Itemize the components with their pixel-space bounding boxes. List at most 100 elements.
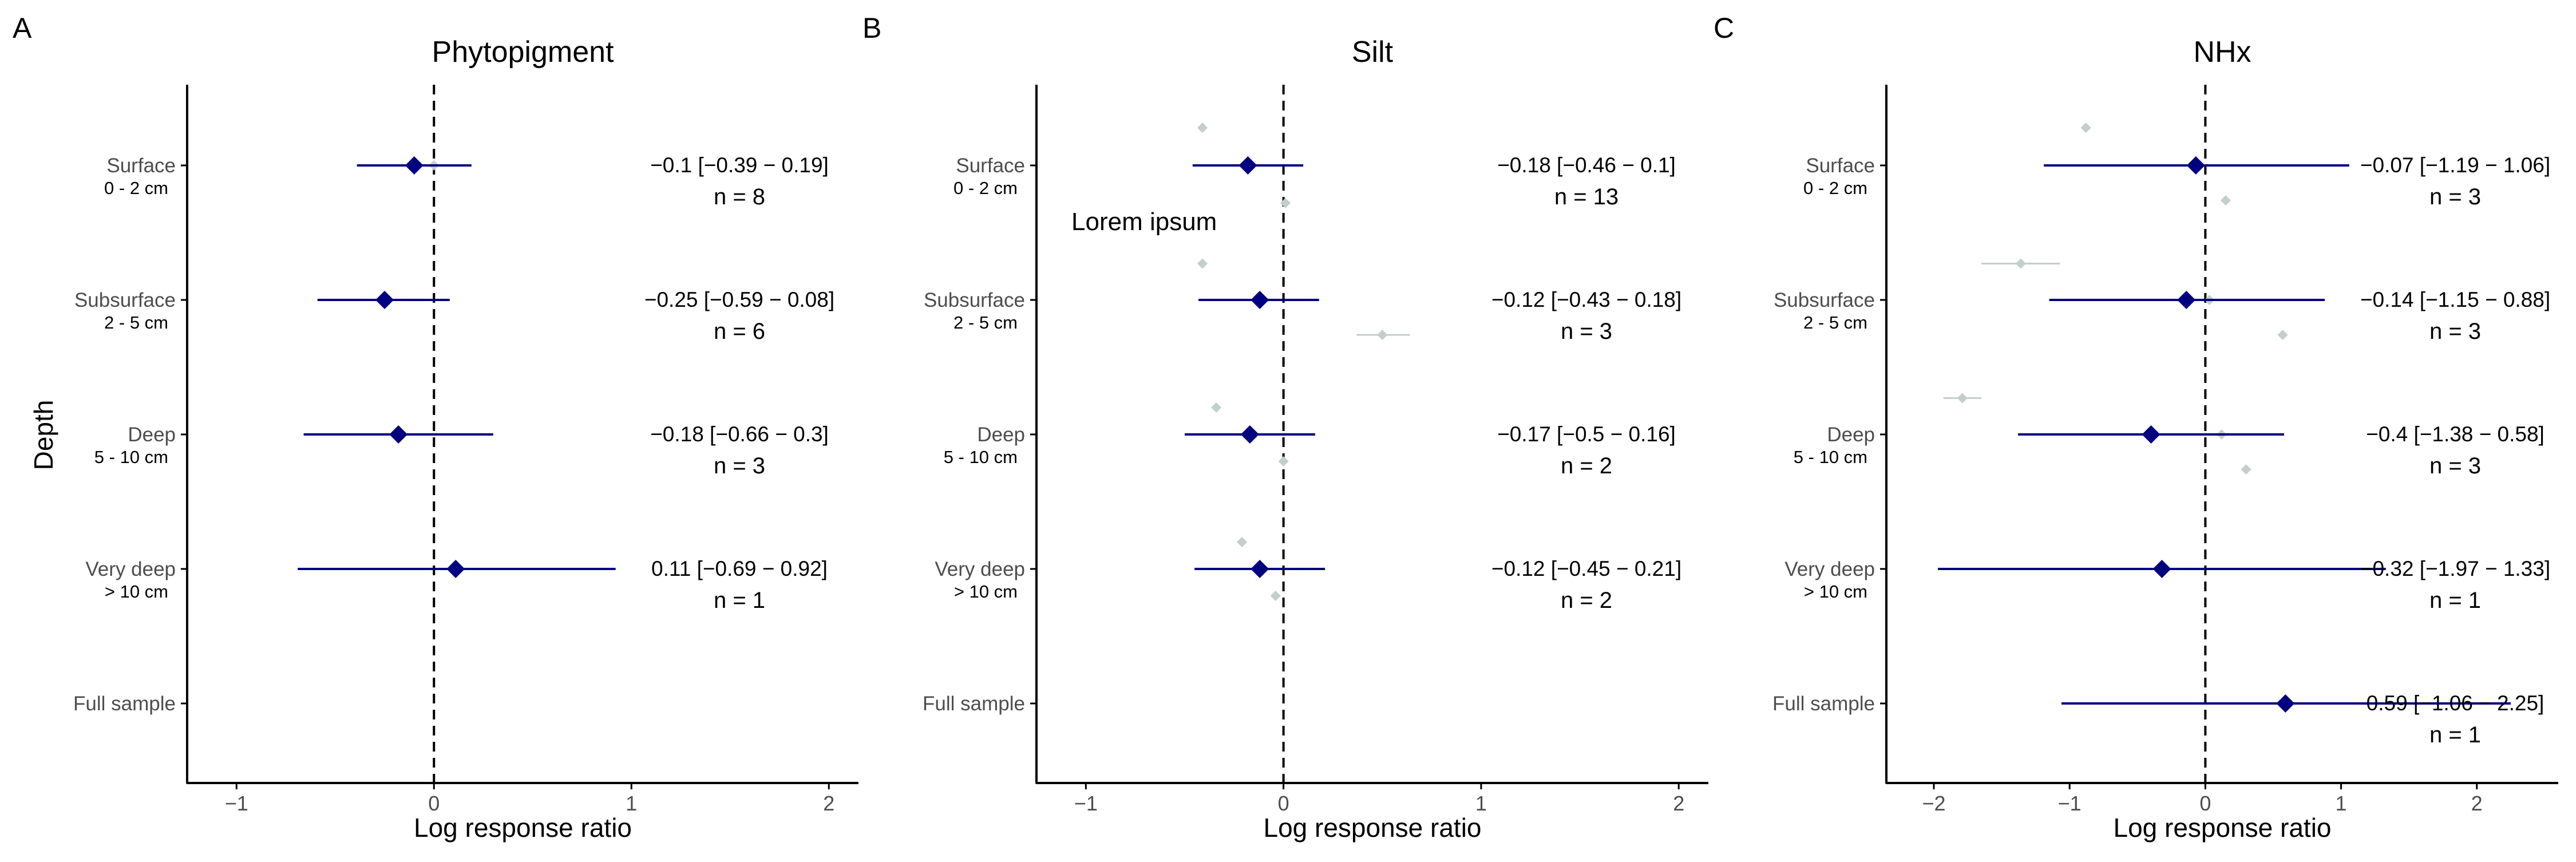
x-tick-label: 1 — [626, 792, 637, 815]
sample-size-label: n = 3 — [2429, 453, 2481, 479]
sample-size-label: n = 3 — [1561, 319, 1612, 344]
sample-size-label: n = 2 — [1561, 588, 1612, 613]
free-text-annotation: Lorem ipsum — [1071, 208, 1217, 236]
sample-size-label: n = 1 — [2429, 588, 2481, 613]
sample-size-label: n = 1 — [714, 588, 765, 613]
estimate-annotation: −0.1 [−0.39 − 0.19] — [650, 153, 829, 177]
sample-size-label: n = 3 — [714, 453, 765, 479]
background-point — [2277, 330, 2288, 341]
y-tick-label: Full sample — [73, 693, 176, 715]
y-tick-sublabel: 0 - 2 cm — [1803, 178, 1867, 198]
x-tick-label: 0 — [428, 792, 440, 815]
background-point — [1197, 122, 1208, 133]
x-tick-label: −1 — [1074, 792, 1098, 815]
y-tick-label: Deep — [128, 424, 176, 446]
x-tick-label: 1 — [1475, 792, 1487, 815]
background-point — [1280, 197, 1291, 208]
y-tick-sublabel: 5 - 10 cm — [1794, 447, 1867, 467]
estimate-annotation: −0.4 [−1.38 − 0.58] — [2366, 422, 2545, 446]
y-tick-sublabel: 2 - 5 cm — [1803, 313, 1867, 333]
estimate-point — [405, 156, 424, 175]
x-tick-label: 2 — [823, 792, 834, 815]
background-point — [1197, 258, 1208, 269]
x-axis-title: Log response ratio — [2113, 813, 2331, 843]
estimate-annotation: −0.12 [−0.43 − 0.18] — [1491, 288, 1681, 311]
estimate-point — [2152, 560, 2171, 578]
background-point — [1270, 591, 1281, 601]
background-point — [2080, 122, 2091, 133]
estimate-point — [2186, 156, 2205, 175]
y-tick-label: Very deep — [1784, 558, 1875, 580]
y-tick-label: Deep — [1827, 424, 1875, 446]
y-tick-sublabel: > 10 cm — [1804, 582, 1867, 602]
estimate-annotation: −0.18 [−0.66 − 0.3] — [650, 422, 829, 446]
panel-title: NHx — [2193, 35, 2251, 69]
background-point — [2015, 258, 2026, 269]
x-tick-label: 0 — [1278, 792, 1289, 815]
estimate-point — [1251, 560, 1269, 578]
y-tick-label: Very deep — [85, 558, 176, 580]
estimate-point — [2177, 291, 2196, 309]
estimate-annotation: 0.59 [−1.06 − 2.25] — [2367, 691, 2545, 715]
background-point — [1377, 330, 1388, 341]
y-tick-label: Deep — [977, 424, 1025, 446]
estimate-point — [389, 425, 408, 444]
sample-size-label: n = 8 — [714, 184, 765, 209]
panel-letter: A — [13, 12, 32, 44]
y-tick-label: Subsurface — [924, 289, 1025, 311]
panel-letter: C — [1714, 12, 1734, 44]
y-tick-sublabel: 5 - 10 cm — [94, 447, 168, 467]
sample-size-label: n = 6 — [714, 319, 765, 344]
x-tick-label: 1 — [2336, 792, 2347, 815]
estimate-point — [2276, 694, 2295, 713]
y-tick-label: Full sample — [1772, 693, 1875, 715]
y-tick-sublabel: 0 - 2 cm — [953, 178, 1018, 198]
x-tick-label: −1 — [225, 792, 248, 815]
y-tick-sublabel: 5 - 10 cm — [944, 447, 1018, 467]
estimate-annotation: 0.11 [−0.69 − 0.92] — [651, 557, 828, 580]
estimate-annotation: −0.07 [−1.19 − 1.06] — [2360, 153, 2550, 177]
estimate-annotation: −0.32 [−1.97 − 1.33] — [2360, 557, 2550, 580]
x-tick-label: −2 — [1922, 792, 1945, 815]
y-tick-sublabel: > 10 cm — [105, 582, 168, 602]
estimate-point — [2142, 425, 2160, 444]
sample-size-label: n = 2 — [1561, 453, 1612, 479]
y-tick-label: Full sample — [923, 693, 1025, 715]
estimate-point — [1251, 291, 1269, 309]
background-point — [2220, 195, 2231, 206]
y-tick-label: Surface — [1806, 155, 1875, 177]
panel-letter: B — [862, 12, 881, 44]
y-tick-label: Surface — [106, 155, 176, 177]
y-tick-label: Surface — [956, 155, 1025, 177]
panel-title: Silt — [1352, 35, 1394, 69]
background-point — [1211, 402, 1222, 413]
estimate-annotation: −0.18 [−0.46 − 0.1] — [1497, 153, 1676, 177]
x-tick-label: 0 — [2199, 792, 2211, 815]
x-tick-label: −1 — [2058, 792, 2082, 815]
background-point — [1957, 393, 1968, 404]
estimate-point — [1240, 425, 1259, 444]
background-point — [2241, 464, 2251, 475]
sample-size-label: n = 3 — [2429, 319, 2481, 344]
y-tick-label: Subsurface — [1774, 289, 1875, 311]
x-axis-title: Log response ratio — [1263, 813, 1481, 843]
estimate-annotation: −0.25 [−0.59 − 0.08] — [644, 288, 834, 311]
y-axis-title: Depth — [29, 400, 58, 470]
x-tick-label: 2 — [2471, 792, 2483, 815]
sample-size-label: n = 13 — [1554, 184, 1619, 209]
sample-size-label: n = 3 — [2429, 184, 2481, 209]
y-tick-sublabel: > 10 cm — [954, 582, 1018, 602]
background-point — [1278, 456, 1289, 466]
estimate-point — [446, 560, 465, 578]
x-axis-title: Log response ratio — [414, 813, 632, 843]
x-tick-label: 2 — [1673, 792, 1684, 815]
y-tick-label: Very deep — [935, 558, 1025, 580]
background-point — [1237, 537, 1248, 547]
